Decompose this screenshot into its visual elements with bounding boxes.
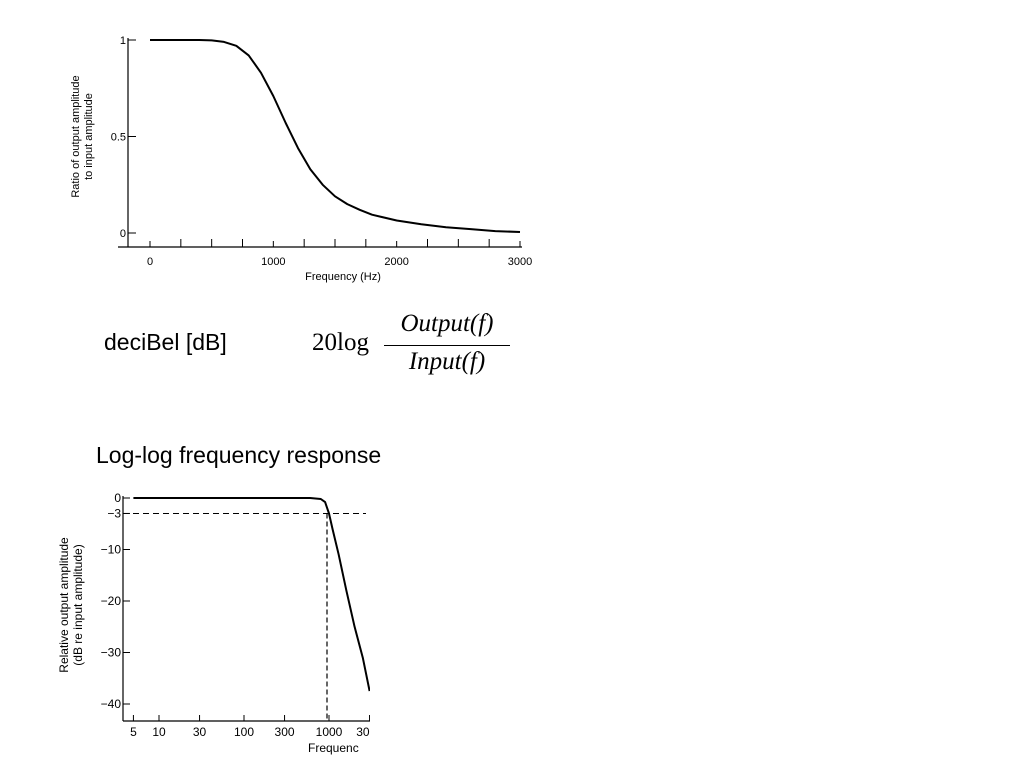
chart1-x-tick-label: 1000	[261, 256, 285, 268]
chart1-ticks	[128, 39, 521, 247]
chart1-x-tick-label: 3000	[508, 256, 532, 268]
chart2-y-tick-label: −3	[107, 506, 121, 520]
chart2-y-axis-label-line: Relative output amplitude	[57, 537, 71, 673]
chart2-y-tick-label: −40	[101, 697, 122, 711]
chart2-labels: 0−3 −10 −20 −30 −40 5 10 30 100 300 1000 3000 Freque…	[57, 491, 370, 755]
chart1-y-axis-label-line: Ratio of output amplitude	[70, 75, 82, 197]
chart1-y-tick-label: 0	[120, 228, 126, 240]
chart1-x-tick-label: 2000	[384, 256, 408, 268]
loglog-heading: Log-log frequency response	[96, 442, 382, 468]
decibel-label: deciBel [dB]	[104, 329, 227, 355]
chart1-y-tick-label: 0.5	[111, 132, 126, 144]
formula-prefix: 20log	[312, 329, 369, 356]
chart2-x-tick-label: 300	[275, 725, 295, 739]
chart1-y-axis-label-line: to input amplitude	[83, 93, 95, 180]
formula-denominator: Input(f)	[408, 348, 486, 375]
chart2-y-tick-label: 0	[114, 491, 121, 505]
chart1-x-tick-label: 0	[147, 256, 153, 268]
chart1-response-curve	[150, 39, 521, 233]
chart1-series	[150, 39, 521, 233]
loglog-frequency-response-chart: 0−3 −10 −20 −30 −40 5 10 30 100 300 1000 3000 Freque…	[57, 491, 370, 755]
chart2-series	[123, 497, 370, 721]
decibel-formula: 20log Output(f) Input(f)	[312, 310, 522, 380]
chart1-axes	[118, 38, 522, 248]
chart2-axes	[122, 496, 370, 722]
chart1-y-tick-label: 1	[120, 35, 126, 47]
chart2-x-tick-label: 5	[130, 725, 137, 739]
chart2-y-tick-label: −30	[101, 646, 122, 660]
chart2-response-curve	[133, 497, 370, 692]
chart2-x-tick-label: 3000	[356, 725, 370, 739]
chart2-x-tick-label: 100	[234, 725, 254, 739]
chart2-x-tick-label: 30	[193, 725, 207, 739]
chart2-x-tick-label: 1000	[316, 725, 343, 739]
chart1-labels: 0 0.5 1 0 1000 2000 3000 Frequency (Hz) Ratio of…	[70, 35, 532, 283]
chart2-x-tick-label: 10	[152, 725, 166, 739]
chart2-y-tick-label: −20	[101, 594, 122, 608]
chart2-y-tick-label: −10	[101, 543, 122, 557]
formula-numerator: Output(f)	[400, 310, 494, 337]
linear-frequency-response-chart: 0 0.5 1 0 1000 2000 3000 Frequency (Hz) Ratio of…	[70, 35, 532, 283]
formula-fraction-bar	[384, 345, 510, 346]
chart2-x-axis-label: Frequenc	[308, 741, 359, 755]
chart1-x-axis-label: Frequency (Hz)	[305, 271, 381, 283]
chart2-y-axis-label-line: (dB re input amplitude)	[71, 544, 85, 665]
